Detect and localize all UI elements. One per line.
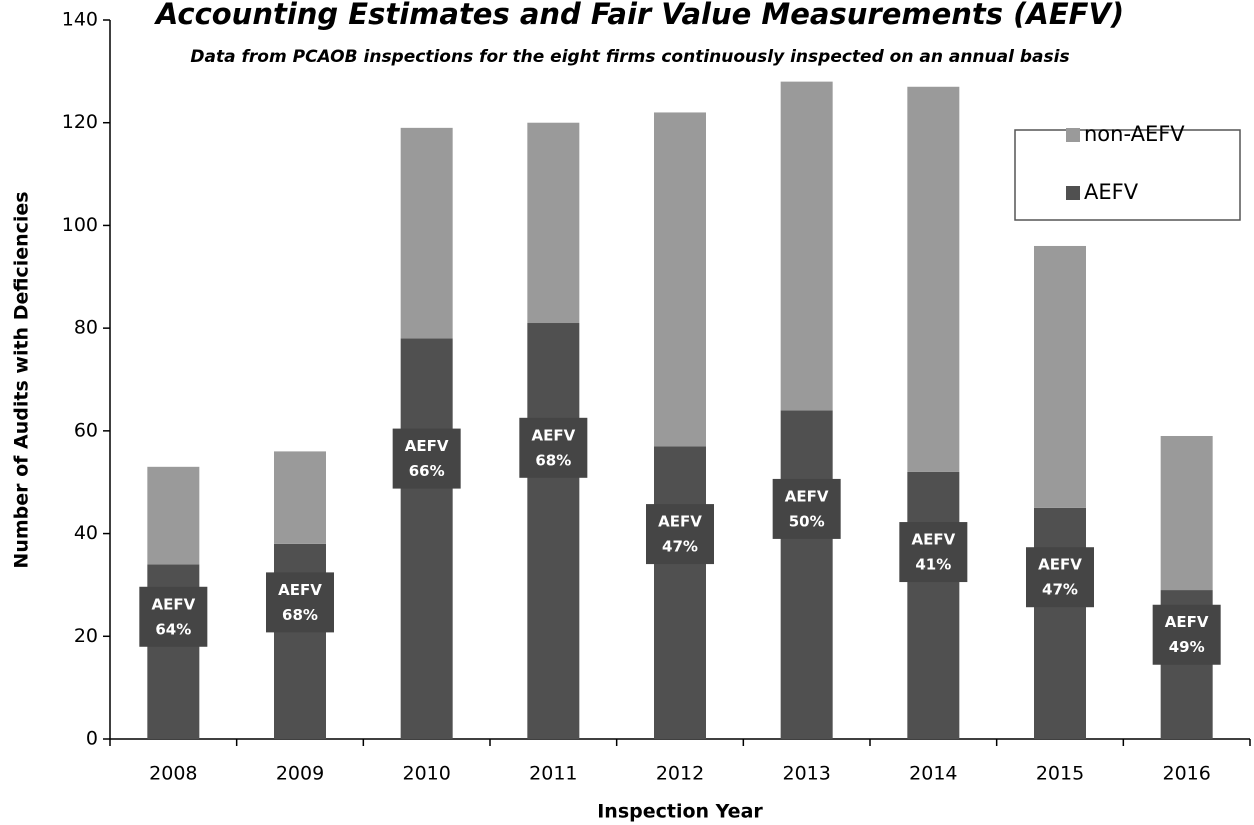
y-tick-label: 140	[62, 9, 98, 31]
y-tick-label: 80	[74, 317, 98, 339]
x-tick-label: 2016	[1162, 763, 1210, 785]
legend-box	[1014, 129, 1241, 221]
x-tick-label: 2014	[909, 763, 957, 785]
annotation-text: AEFV	[1165, 613, 1209, 631]
legend-swatch	[1066, 186, 1080, 200]
x-tick-label: 2009	[276, 763, 324, 785]
legend-label: AEFV	[1084, 180, 1139, 204]
x-tick-label: 2011	[529, 763, 577, 785]
bar-segment	[1160, 435, 1213, 591]
y-tick-label: 20	[74, 625, 98, 647]
bar-segment	[1034, 507, 1086, 739]
annotation-box	[1026, 547, 1094, 608]
bar-segment	[654, 446, 706, 739]
y-tick-label: 0	[86, 728, 98, 750]
annotation-box	[899, 522, 968, 583]
annotation-text: 47%	[662, 538, 698, 556]
bar-segment	[780, 81, 833, 411]
annotation-text: AEFV	[658, 513, 702, 531]
y-tick-label: 60	[74, 419, 98, 441]
annotation-text: 68%	[535, 451, 571, 469]
annotation-text: 50%	[789, 512, 825, 530]
annotation-text: 41%	[915, 556, 951, 574]
annotation-text: AEFV	[151, 595, 195, 613]
chart-subtitle: Data from PCAOB inspections for the eigh…	[190, 47, 1069, 67]
annotation-text: AEFV	[785, 487, 829, 505]
annotation-text: AEFV	[405, 437, 449, 455]
annotation-box	[139, 586, 208, 647]
annotation-box	[1152, 604, 1221, 665]
bar-segment	[907, 471, 960, 739]
y-tick-label: 40	[74, 522, 98, 544]
bar-segment	[400, 127, 453, 339]
legend-swatch	[1066, 128, 1080, 142]
bar-segment	[907, 86, 960, 472]
x-tick-label: 2010	[402, 763, 450, 785]
y-tick-label: 100	[62, 214, 98, 236]
chart-title: Accounting Estimates and Fair Value Meas…	[154, 0, 1124, 31]
annotation-text: AEFV	[911, 531, 955, 549]
bar-segment	[527, 323, 580, 739]
y-tick-label: 120	[62, 111, 98, 133]
x-tick-label: 2008	[149, 763, 197, 785]
bar-segment	[1034, 245, 1086, 508]
annotation-text: 66%	[409, 462, 445, 480]
bar-segment	[147, 466, 200, 565]
annotation-text: AEFV	[278, 581, 322, 599]
annotation-box	[266, 572, 334, 633]
y-axis-title: Number of Audits with Deficiencies	[11, 191, 33, 568]
annotation-text: 64%	[155, 620, 191, 638]
annotation-text: 49%	[1169, 638, 1205, 656]
bar-segment	[274, 451, 326, 544]
x-tick-label: 2013	[782, 763, 830, 785]
annotation-box	[519, 417, 588, 478]
bar-segment	[780, 410, 833, 739]
annotation-box	[646, 504, 714, 565]
bar-segment	[654, 112, 706, 447]
x-tick-label: 2012	[656, 763, 704, 785]
annotation-text: AEFV	[1038, 556, 1082, 574]
legend-label: non-AEFV	[1084, 122, 1185, 146]
annotation-box	[772, 478, 841, 539]
x-axis-title: Inspection Year	[597, 801, 763, 823]
bar-segment	[527, 122, 580, 324]
annotation-text: AEFV	[531, 426, 575, 444]
bar-segment	[400, 338, 453, 739]
x-tick-label: 2015	[1036, 763, 1084, 785]
annotation-text: 68%	[282, 606, 318, 624]
annotation-text: 47%	[1042, 581, 1078, 599]
annotation-box	[392, 428, 461, 489]
